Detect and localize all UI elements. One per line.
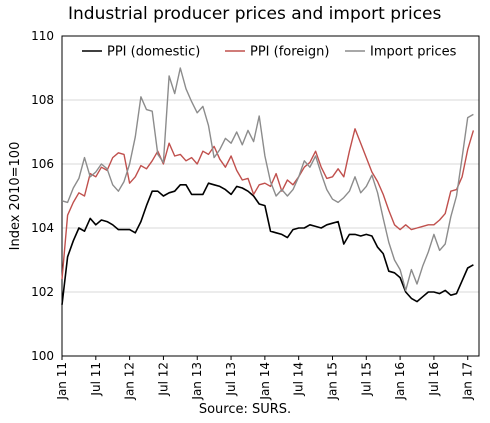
- series-line-import-prices: [61, 67, 474, 292]
- x-tick-label: Jul 14: [292, 362, 306, 397]
- x-tick-label: Jan 11: [55, 362, 69, 401]
- series-lines: [61, 67, 475, 305]
- source-note: Source: SURS.: [198, 402, 292, 417]
- legend-label: Import prices: [370, 45, 457, 60]
- legend: PPI (domestic) PPI (foreign) Import prices: [82, 45, 457, 60]
- x-tick-label: Jul 13: [224, 362, 238, 397]
- y-axis-title: Index 2010=100: [8, 142, 23, 251]
- x-tick-label: Jan 15: [325, 362, 339, 401]
- x-tick-label: Jan 17: [461, 362, 475, 401]
- y-tick-label: 102: [31, 285, 54, 299]
- x-tick-label: Jul 15: [359, 362, 373, 397]
- x-tick-label: Jul 16: [427, 362, 441, 397]
- y-tick-label: 104: [31, 221, 54, 235]
- y-tick-label: 108: [31, 93, 54, 107]
- series-line-ppi-domestic: [61, 182, 474, 305]
- legend-label: PPI (domestic): [107, 45, 200, 60]
- x-tick-label: Jul 12: [156, 362, 170, 397]
- series-line-ppi-foreign: [61, 128, 475, 280]
- x-tick-label: Jul 11: [89, 362, 103, 397]
- y-tick-label: 100: [31, 349, 54, 363]
- x-tick-label: Jan 16: [393, 362, 407, 401]
- y-axis-tick-labels: 100 102 104 106 108 110: [31, 29, 54, 363]
- y-tick-label: 106: [31, 157, 54, 171]
- legend-label: PPI (foreign): [250, 45, 329, 60]
- x-tick-label: Jan 12: [123, 362, 137, 401]
- y-tick-label: 110: [31, 29, 54, 43]
- x-axis-tick-labels: Jan 11 Jul 11 Jan 12 Jul 12 Jan 13 Jul 13 Jan …: [55, 356, 475, 401]
- x-tick-label: Jan 13: [190, 362, 204, 401]
- chart-title: Industrial producer prices and import pr…: [68, 4, 442, 24]
- x-tick-label: Jan 14: [258, 362, 272, 401]
- grid-lines: [62, 99, 479, 293]
- plot-area-frame: [61, 35, 480, 357]
